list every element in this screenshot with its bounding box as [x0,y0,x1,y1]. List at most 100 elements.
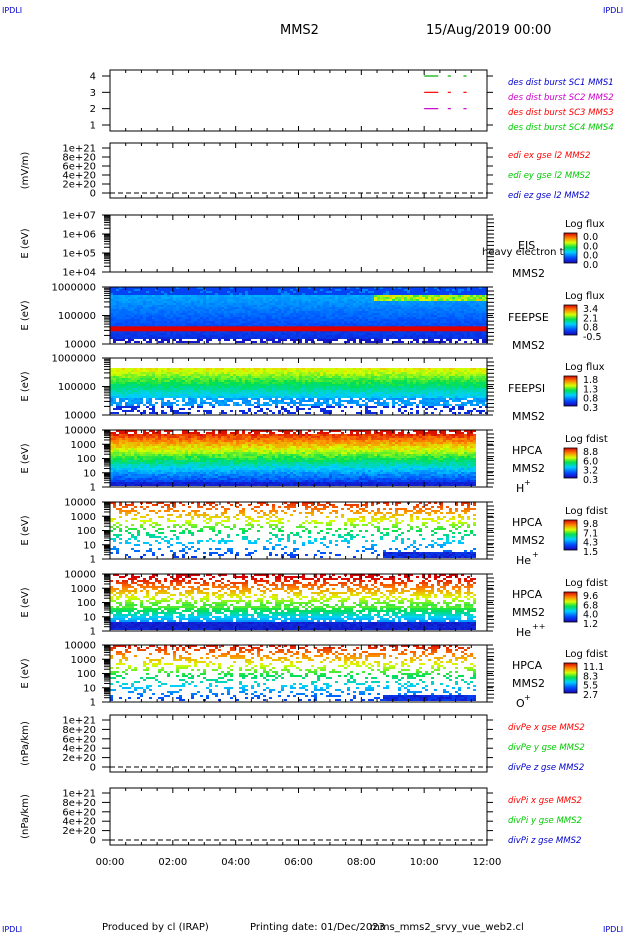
spectrogram-hpca_hepp [110,574,476,630]
colorbar-tick-label: 11.1 [583,662,604,673]
colorbar-tick-label: 8.8 [583,447,598,458]
colorbar-title: Log fdist [565,506,608,517]
x-tick-label: 04:00 [221,857,250,868]
y-tick-label: 100 [77,454,96,465]
y-tick-label: 0 [90,189,96,200]
colorbar-tick-label: 7.1 [583,528,598,539]
y-tick-label: 10000 [64,498,96,509]
colorbar [563,662,578,694]
spectrogram-hpca_o [110,645,476,701]
y-tick-label: 10000 [64,570,96,581]
species-charge: + [524,478,531,487]
y-tick-label: 100 [77,598,96,609]
x-tick-label: 10:00 [410,857,439,868]
species-charge: + [524,693,531,702]
y-tick-label: 100 [77,669,96,680]
colorbar-tick-label: 0.0 [583,251,598,262]
y-tick-label: 4 [90,72,96,83]
colorbar [563,447,578,479]
y-tick-label: 1e+21 [62,716,96,727]
spacecraft-label: MMS2 [512,339,545,352]
y-tick-label: 10 [83,612,96,623]
species-charge: + [532,550,539,559]
y-tick-label: 8e+20 [62,725,96,736]
colorbar-tick-label: 9.6 [583,591,598,602]
x-tick-label: 12:00 [473,857,502,868]
y-axis-label: (nPa/km) [20,721,31,766]
colorbar [563,232,578,264]
feepse-low-energy-band [110,326,487,332]
y-tick-label: 10000 [64,641,96,652]
y-axis-label: E (eV) [20,515,31,545]
colorbar-tick-label: 2.1 [583,313,598,324]
instrument-label: HPCA [512,659,543,672]
y-tick-label: 1e+06 [62,230,96,241]
spectrogram-feepsi [110,368,488,414]
y-tick-label: 100 [77,526,96,537]
spacecraft-label: MMS2 [512,677,545,690]
instrument-label: FEEPSI [508,382,545,395]
y-axis-label: E (eV) [20,443,31,473]
x-tick-label: 02:00 [158,857,187,868]
y-tick-label: 100000 [58,311,96,322]
colorbar-title: Log fdist [565,649,608,660]
y-tick-label: 1 [90,627,96,638]
corner-label-top-right: IPDLI [603,6,623,15]
spacecraft-label: MMS2 [512,267,545,280]
spacecraft-label: MMS2 [512,462,545,475]
x-tick-label: 06:00 [284,857,313,868]
y-tick-label: 10000 [64,411,96,422]
colorbar-title: Log flux [565,291,605,302]
y-tick-label: 6e+20 [62,807,96,818]
x-tick-label: 08:00 [347,857,376,868]
panel-frame [109,787,488,846]
corner-label-top-left: IPDLI [2,6,22,15]
spacecraft-title: MMS2 [280,23,319,38]
colorbar-tick-label: 0.3 [583,403,598,414]
y-tick-label: 1 [90,483,96,494]
colorbar [563,519,578,551]
y-tick-label: 1000000 [51,283,96,294]
y-tick-label: 1000000 [51,354,96,365]
instrument-label: HPCA [512,588,543,601]
y-tick-label: 2e+20 [62,826,96,837]
y-tick-label: 10000 [64,426,96,437]
y-tick-label: 10 [83,468,96,479]
y-tick-label: 6e+20 [62,162,96,173]
panel-frame [109,142,488,199]
x-tick-label: 00:00 [96,857,125,868]
panel-stack: 4 3 2 1 des dist burst SC1 MMS1 des dist burs… [20,69,614,868]
y-tick-label: 8e+20 [62,798,96,809]
colorbar-title: Log flux [565,362,605,373]
y-tick-label: 3 [90,88,96,99]
y-axis-label: E (eV) [20,371,31,401]
spectrogram-hpca_he [110,502,476,558]
colorbar-tick-label: 2.7 [583,690,598,701]
colorbar-tick-label: 6.8 [583,600,598,611]
y-tick-label: 1e+04 [62,268,96,279]
colorbar [563,304,578,336]
y-tick-label: 4e+20 [62,744,96,755]
panel-frame [109,69,488,132]
instrument-label: HPCA [512,444,543,457]
colorbar [563,375,578,407]
y-tick-label: 0 [90,836,96,847]
panel-frame [109,214,488,273]
y-tick-label: 4e+20 [62,817,96,828]
series-label: divPe x gse MMS2 [508,723,585,733]
panel-feepse: 1000000 100000 10000 E (eV) FEEPSE MMS2 Log fl… [20,283,605,353]
series-label: divPi x gse MMS2 [508,796,582,806]
panel-frame [109,714,488,773]
colorbar-tick-label: 9.8 [583,519,598,530]
y-tick-label: 100000 [58,382,96,393]
y-tick-label: 1e+07 [62,211,96,222]
series-label: divPe z gse MMS2 [508,763,584,773]
species-label: H [516,482,524,495]
footer-produced-by: Produced by cl (IRAP) [102,922,209,933]
colorbar-tick-label: 0.3 [583,475,598,486]
colorbar-tick-label: 1.5 [583,547,598,558]
colorbar-tick-label: 3.2 [583,466,598,477]
series-label: divPi y gse MMS2 [508,816,582,826]
